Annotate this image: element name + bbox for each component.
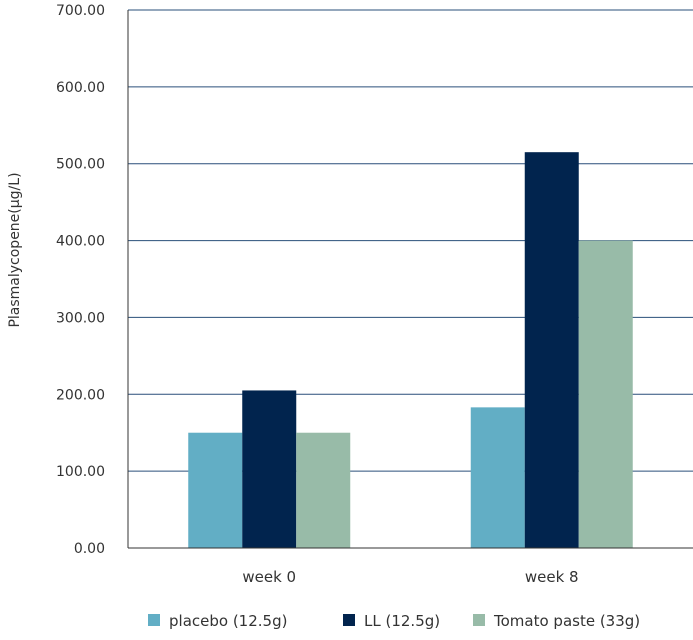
legend-label: LL (12.5g) bbox=[364, 612, 440, 630]
x-category-labels: week 0 week 8 bbox=[242, 568, 578, 586]
bar-week-8-series-0 bbox=[470, 407, 525, 548]
bar-week-0-series-1 bbox=[242, 390, 297, 548]
y-tick-label: 300.00 bbox=[56, 310, 105, 326]
legend-swatch bbox=[148, 614, 160, 626]
y-tick-label: 700.00 bbox=[56, 3, 105, 19]
y-tick-label: 400.00 bbox=[56, 234, 105, 250]
legend-swatch bbox=[473, 614, 485, 626]
y-axis-title: Plasmalycopene(μg/L) bbox=[7, 172, 23, 327]
x-category-label: week 0 bbox=[242, 568, 296, 586]
y-tick-label: 600.00 bbox=[56, 80, 105, 96]
x-category-label: week 8 bbox=[525, 568, 579, 586]
legend: placebo (12.5g) LL (12.5g) Tomato paste (3… bbox=[148, 612, 640, 630]
gridlines bbox=[128, 9, 693, 472]
legend-label: placebo (12.5g) bbox=[169, 612, 287, 630]
y-tick-labels: 0.00 100.00 200.00 300.00 400.00 500.00 600.00… bbox=[56, 3, 105, 557]
y-tick-label: 500.00 bbox=[56, 157, 105, 173]
bar-week-0-series-0 bbox=[188, 432, 243, 548]
y-tick-label: 0.00 bbox=[74, 541, 105, 557]
y-tick-label: 100.00 bbox=[56, 464, 105, 480]
axes bbox=[127, 10, 693, 549]
legend-swatch bbox=[343, 614, 355, 626]
bar-week-8-series-1 bbox=[524, 152, 579, 548]
y-tick-label: 200.00 bbox=[56, 387, 105, 403]
bars bbox=[188, 152, 633, 549]
legend-label: Tomato paste (33g) bbox=[493, 612, 640, 630]
bar-week-8-series-2 bbox=[578, 240, 633, 549]
bar-week-0-series-2 bbox=[296, 432, 351, 548]
